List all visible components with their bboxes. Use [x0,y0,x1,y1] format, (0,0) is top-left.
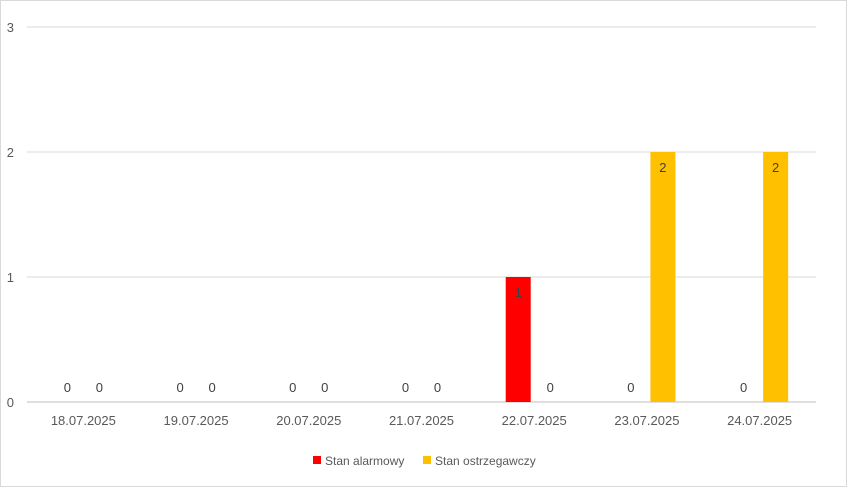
y-tick-label: 1 [7,270,14,285]
legend-swatch [313,456,321,464]
data-label: 0 [176,380,183,395]
bar-alarm [505,277,531,402]
y-tick-label: 2 [7,145,14,160]
legend: Stan alarmowy Stan ostrzegawczy [313,454,536,468]
y-axis-ticks: 0 1 2 3 [7,20,14,410]
legend-label: Stan ostrzegawczy [435,454,536,468]
x-tick-label: 19.07.2025 [164,413,229,428]
data-label: 0 [627,380,634,395]
data-label: 0 [402,380,409,395]
y-tick-label: 3 [7,20,14,35]
data-label: 0 [547,380,554,395]
x-tick-label: 20.07.2025 [276,413,341,428]
data-label: 0 [64,380,71,395]
legend-label: Stan alarmowy [325,454,404,468]
gridlines [27,26,816,403]
x-tick-label: 22.07.2025 [502,413,567,428]
data-label: 0 [96,380,103,395]
x-tick-label: 21.07.2025 [389,413,454,428]
x-axis-ticks: 18.07.2025 19.07.2025 20.07.2025 21.07.2025… [51,413,792,428]
data-label: 0 [740,380,747,395]
data-labels: 0 0 0 0 0 0 0 0 1 0 0 2 0 2 [64,160,780,395]
data-label: 0 [289,380,296,395]
x-tick-label: 18.07.2025 [51,413,116,428]
x-tick-label: 24.07.2025 [727,413,792,428]
data-label: 0 [321,380,328,395]
data-label: 0 [208,380,215,395]
x-tick-label: 23.07.2025 [614,413,679,428]
y-tick-label: 0 [7,395,14,410]
bars [505,152,789,402]
bar-warning [763,152,789,402]
data-label: 2 [659,160,666,175]
data-label: 1 [515,285,522,300]
legend-swatch [423,456,431,464]
data-label: 0 [434,380,441,395]
data-label: 2 [772,160,779,175]
bar-warning [650,152,676,402]
